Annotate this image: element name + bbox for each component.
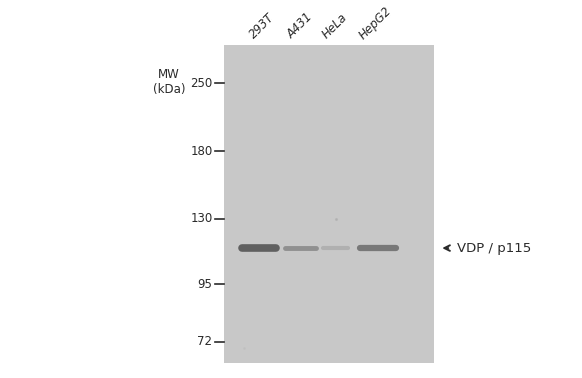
Text: 72: 72 bbox=[197, 335, 212, 348]
Text: 95: 95 bbox=[197, 277, 212, 291]
Text: VDP / p115: VDP / p115 bbox=[457, 242, 531, 254]
Text: 130: 130 bbox=[190, 212, 212, 225]
Text: HepG2: HepG2 bbox=[356, 4, 394, 42]
Text: A431: A431 bbox=[285, 11, 315, 42]
Bar bbox=[224, 45, 434, 363]
Text: 293T: 293T bbox=[247, 11, 277, 42]
Text: 250: 250 bbox=[190, 77, 212, 90]
Text: MW
(kDa): MW (kDa) bbox=[152, 68, 185, 96]
Text: 180: 180 bbox=[190, 145, 212, 158]
Text: HeLa: HeLa bbox=[320, 11, 350, 42]
